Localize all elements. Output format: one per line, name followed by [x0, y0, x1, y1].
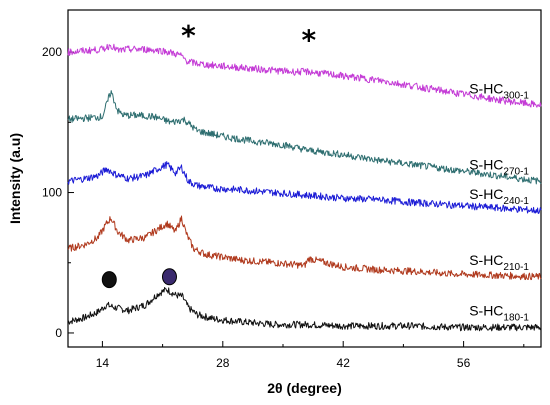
series-label-240-1: S-HC240-1 — [469, 186, 529, 207]
star-marker: * — [301, 23, 316, 56]
y-tick-label: 0 — [55, 326, 62, 340]
series-line-180-1 — [67, 287, 542, 332]
dot-marker — [101, 271, 117, 289]
dot-marker — [161, 268, 177, 286]
y-axis-title: Intensity (a.u) — [7, 133, 23, 224]
x-tick-label: 28 — [216, 356, 230, 370]
series-line-240-1 — [67, 161, 542, 214]
annotations: * * — [101, 19, 316, 289]
axes: 14 28 42 56 0 100 200 — [42, 9, 542, 370]
x-tick-label: 42 — [337, 356, 351, 370]
series-label-180-1: S-HC180-1 — [469, 302, 529, 323]
series-line-210-1 — [67, 215, 542, 281]
series-line-270-1 — [67, 90, 542, 185]
series-line-300-1 — [67, 43, 542, 108]
y-tick-label: 100 — [42, 186, 62, 200]
series-group — [67, 43, 542, 332]
x-tick-label: 56 — [457, 356, 471, 370]
star-marker: * — [181, 19, 196, 52]
y-tick-label: 200 — [42, 45, 62, 59]
series-label-270-1: S-HC270-1 — [469, 156, 529, 177]
series-label-210-1: S-HC210-1 — [469, 252, 529, 273]
plot-frame — [67, 9, 542, 348]
series-labels: S-HC180-1 S-HC210-1 S-HC240-1 S-HC270-1 S-HC… — [469, 80, 529, 323]
series-label-300-1: S-HC300-1 — [469, 80, 529, 101]
x-tick-label: 14 — [96, 356, 110, 370]
x-axis-title: 2θ (degree) — [267, 380, 341, 396]
